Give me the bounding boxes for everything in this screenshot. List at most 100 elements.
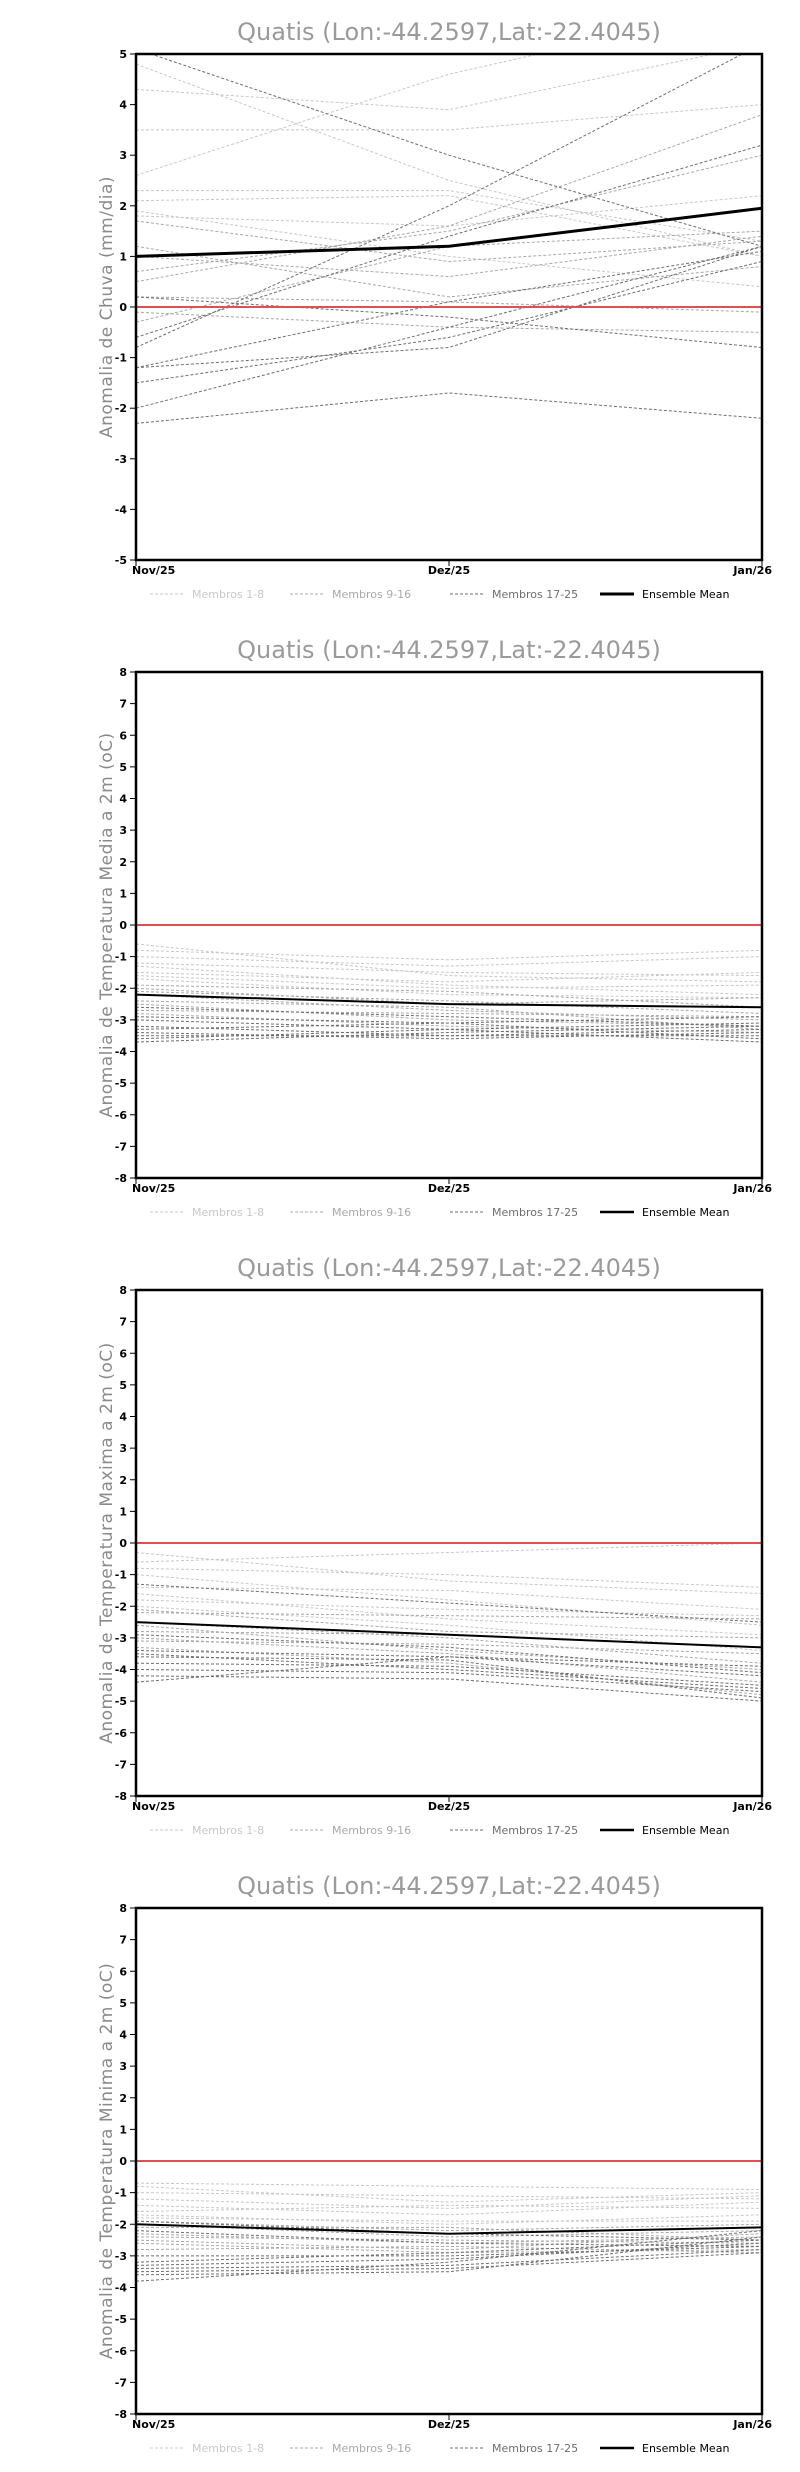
- x-tick-label: Jan/26: [732, 564, 772, 577]
- member-line-16: [136, 1646, 762, 1696]
- chart-title: Quatis (Lon:-44.2597,Lat:-22.4045): [237, 1872, 661, 1900]
- member-line-25: [149, 54, 762, 247]
- y-tick-label: 5: [119, 761, 127, 774]
- legend-label-4: Ensemble Mean: [642, 1206, 729, 1219]
- member-line-19: [136, 1025, 762, 1037]
- member-line-1: [136, 2182, 762, 2190]
- x-tick-label: Nov/25: [132, 564, 175, 577]
- legend-label-2: Membros 9-16: [332, 2442, 411, 2455]
- member-line-15: [136, 311, 762, 333]
- y-axis-label: Anomalia de Temperatura Minima a 2m (oC): [97, 1963, 117, 2360]
- member-line-20: [136, 2249, 762, 2269]
- member-line-25: [136, 1006, 762, 1027]
- legend-label-3: Membros 17-25: [492, 588, 578, 601]
- member-line-24: [136, 1025, 762, 1043]
- legend-label-4: Ensemble Mean: [642, 2442, 729, 2455]
- member-line-2: [136, 949, 762, 961]
- member-line-4: [136, 2195, 762, 2209]
- y-tick-label: 2: [119, 1474, 127, 1487]
- member-line-20: [136, 1016, 762, 1030]
- y-tick-label: 3: [119, 149, 127, 162]
- legend-label-1: Membros 1-8: [192, 1206, 264, 1219]
- y-tick-label: -5: [115, 2313, 127, 2326]
- member-line-2: [136, 2185, 762, 2203]
- legend-label-3: Membros 17-25: [492, 1824, 578, 1837]
- y-tick-label: -5: [115, 554, 127, 567]
- member-line-14: [136, 1637, 762, 1683]
- member-line-5: [136, 1586, 762, 1610]
- y-tick-label: -8: [115, 2408, 127, 2421]
- member-line-4: [136, 962, 762, 977]
- member-line-20: [136, 1662, 762, 1686]
- member-line-17: [136, 2245, 762, 2257]
- y-tick-label: 5: [119, 1379, 127, 1392]
- y-tick-label: -7: [115, 2376, 127, 2389]
- y-tick-label: -6: [115, 1727, 128, 1740]
- y-tick-label: -3: [115, 1632, 127, 1645]
- member-line-7: [136, 1599, 762, 1617]
- member-line-10: [136, 987, 762, 1005]
- plot-area: [136, 54, 762, 424]
- member-line-22: [136, 2236, 762, 2276]
- member-line-11: [136, 2226, 762, 2241]
- member-line-24: [136, 296, 762, 348]
- y-tick-label: 8: [119, 1284, 127, 1297]
- legend-label-1: Membros 1-8: [192, 1824, 264, 1837]
- y-tick-label: -4: [115, 1664, 128, 1677]
- member-line-16: [136, 1013, 762, 1033]
- y-tick-label: 0: [119, 2155, 127, 2168]
- member-line-18: [136, 2239, 762, 2263]
- legend-label-3: Membros 17-25: [492, 2442, 578, 2455]
- member-line-18: [136, 1653, 762, 1689]
- member-line-7: [136, 2214, 762, 2225]
- member-line-22: [136, 1028, 762, 1037]
- member-line-18: [136, 1019, 762, 1030]
- member-line-5: [136, 965, 762, 996]
- member-line-6: [136, 971, 762, 983]
- member-line-3: [136, 1567, 762, 1588]
- y-tick-label: 8: [119, 666, 127, 679]
- x-tick-label: Dez/25: [428, 1800, 470, 1813]
- member-line-19: [136, 1656, 762, 1699]
- y-tick-label: 0: [119, 1537, 127, 1550]
- y-tick-label: 1: [119, 2123, 127, 2136]
- member-line-14: [136, 296, 762, 313]
- y-axis-label: Anomalia de Chuva (mm/dia): [97, 176, 117, 438]
- member-line-13: [136, 2236, 762, 2244]
- x-tick-label: Jan/26: [732, 1800, 772, 1813]
- y-tick-label: -5: [115, 1077, 127, 1090]
- y-tick-label: -2: [115, 982, 127, 995]
- ensemble-mean-line: [136, 2223, 762, 2235]
- y-tick-label: 4: [119, 99, 127, 112]
- chart-panel-1: Quatis (Lon:-44.2597,Lat:-22.4045) -5 -4 -3…: [97, 18, 772, 601]
- y-tick-label: -1: [115, 1569, 127, 1582]
- y-tick-label: -7: [115, 1758, 127, 1771]
- plot-area: [136, 2160, 762, 2282]
- y-tick-label: 1: [119, 250, 127, 263]
- y-tick-label: -4: [115, 503, 128, 516]
- member-line-25: [136, 1634, 762, 1674]
- y-tick-label: -6: [115, 2345, 128, 2358]
- member-line-10: [136, 1612, 762, 1620]
- member-line-2: [136, 1542, 762, 1563]
- member-line-15: [136, 1640, 762, 1655]
- y-axis-label: Anomalia de Temperatura Media a 2m (oC): [97, 732, 117, 1117]
- y-tick-label: -5: [115, 1695, 127, 1708]
- member-line-3: [136, 956, 762, 967]
- member-line-8: [136, 1605, 762, 1651]
- chart-title: Quatis (Lon:-44.2597,Lat:-22.4045): [237, 18, 661, 46]
- y-tick-label: 4: [119, 793, 127, 806]
- y-tick-label: -8: [115, 1790, 127, 1803]
- x-tick-label: Dez/25: [428, 2418, 470, 2431]
- member-line-21: [136, 1669, 762, 1693]
- member-line-25: [136, 2220, 762, 2241]
- y-tick-label: -1: [115, 2187, 127, 2200]
- member-line-22: [136, 245, 762, 409]
- y-tick-label: 3: [119, 2060, 127, 2073]
- member-line-14: [136, 1003, 762, 1027]
- chart-title: Quatis (Lon:-44.2597,Lat:-22.4045): [237, 1254, 661, 1282]
- member-line-3: [136, 104, 762, 131]
- member-line-17: [136, 144, 762, 338]
- member-line-13: [136, 1000, 762, 1030]
- member-line-16: [136, 2245, 762, 2254]
